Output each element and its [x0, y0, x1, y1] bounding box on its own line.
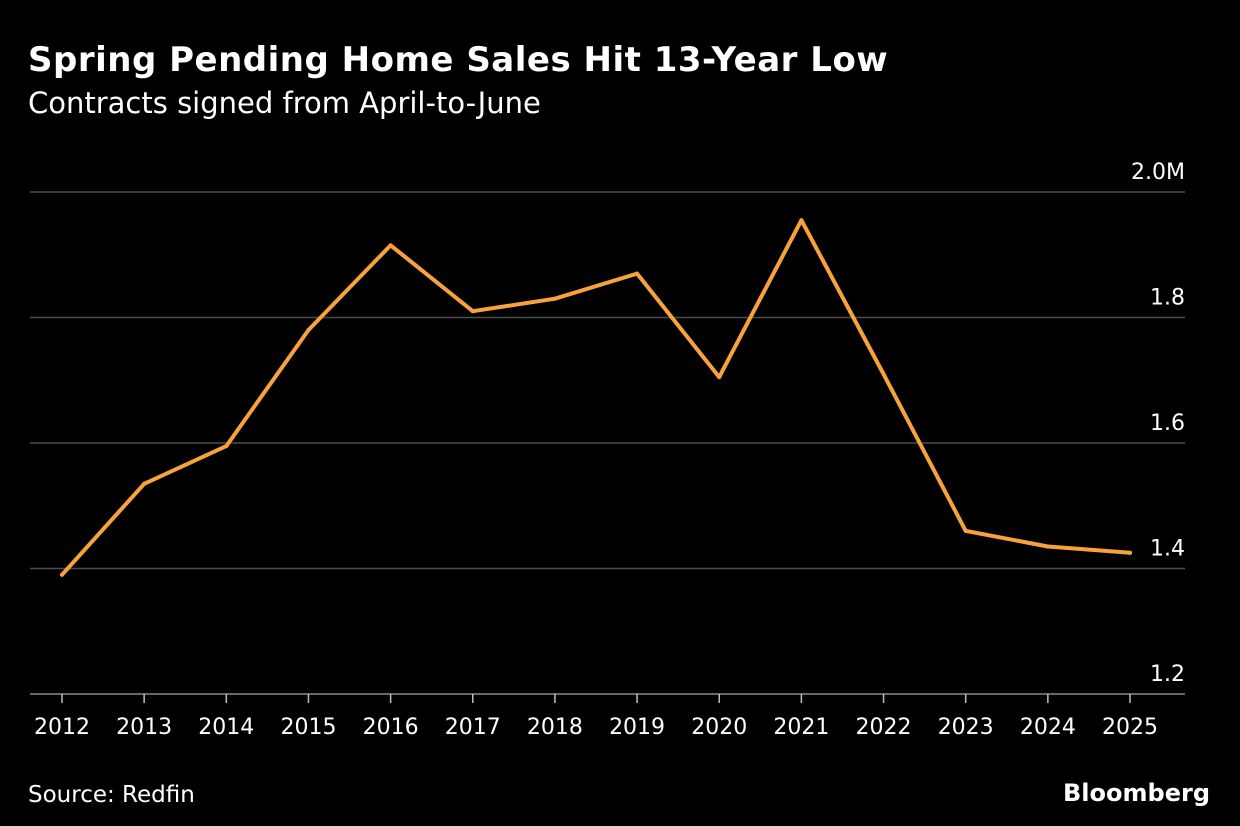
y-tick-label: 1.6 — [1150, 411, 1185, 436]
x-tick-label: 2024 — [1020, 715, 1076, 740]
data-point — [1045, 544, 1050, 549]
y-tick-label: 1.4 — [1150, 537, 1185, 562]
x-tick-label: 2018 — [527, 715, 583, 740]
series-layer — [60, 218, 1132, 577]
x-tick-label: 2017 — [445, 715, 501, 740]
chart-title: Spring Pending Home Sales Hit 13-Year Lo… — [28, 40, 889, 80]
x-tick-label: 2021 — [773, 715, 829, 740]
x-tick-label: 2016 — [363, 715, 419, 740]
x-tick-label: 2019 — [609, 715, 665, 740]
source-note: Source: Redfin — [28, 782, 195, 808]
x-tick-label: 2020 — [691, 715, 747, 740]
x-tick-label: 2013 — [116, 715, 172, 740]
x-tick-label: 2012 — [34, 715, 90, 740]
bloomberg-logo: Bloomberg — [1063, 779, 1210, 807]
data-point — [224, 444, 229, 449]
data-point — [799, 218, 804, 223]
y-axis: 1.2 1.4 1.6 1.8 2.0M — [1131, 160, 1185, 687]
x-tick-label: 2015 — [280, 715, 336, 740]
series-line — [60, 218, 1132, 577]
data-point — [142, 481, 147, 486]
x-tick-label: 2014 — [198, 715, 254, 740]
data-point — [717, 375, 722, 380]
x-tick-label: 2023 — [938, 715, 994, 740]
x-tick-label: 2022 — [856, 715, 912, 740]
y-tick-label: 2.0M — [1131, 160, 1185, 185]
x-axis: 2012 2013 2014 2015 2016 2017 2018 2019 2020 2021… — [34, 694, 1158, 740]
x-tick-label: 2025 — [1102, 715, 1158, 740]
data-point — [635, 271, 640, 276]
chart-subtitle: Contracts signed from April-to-June — [28, 86, 541, 120]
gridlines — [30, 191, 1185, 695]
data-point — [1128, 550, 1132, 555]
data-point — [552, 296, 557, 301]
data-point — [881, 371, 886, 376]
y-tick-label: 1.8 — [1150, 286, 1185, 311]
y-tick-label: 1.2 — [1150, 662, 1185, 687]
data-point — [60, 572, 64, 577]
data-point — [306, 328, 311, 333]
data-point — [963, 528, 968, 533]
data-point — [388, 243, 393, 248]
data-point — [470, 309, 475, 314]
